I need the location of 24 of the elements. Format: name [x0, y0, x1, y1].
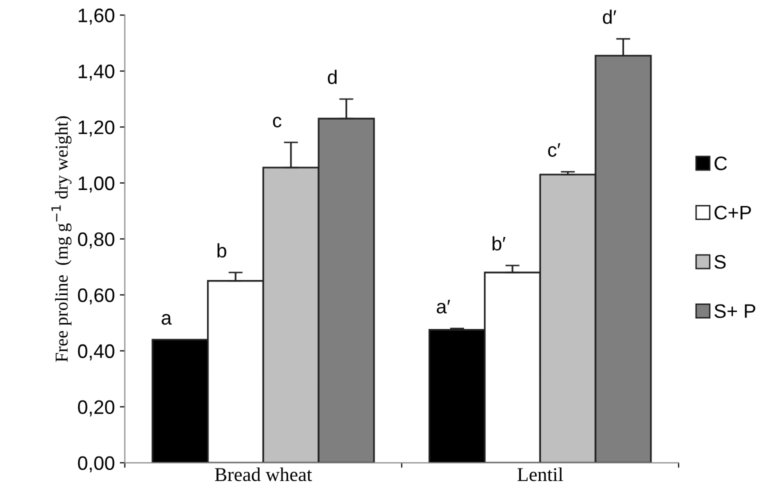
legend-label: S+ P — [714, 304, 756, 318]
x-tick-label: Lentil — [517, 467, 563, 482]
y-tick-label: 0,60 — [78, 288, 114, 304]
x-tick-label: Bread wheat — [214, 467, 312, 482]
y-tick-label: 0,80 — [78, 232, 114, 248]
y-tick-label: 1,20 — [78, 120, 114, 137]
annotation: d′ — [602, 10, 616, 24]
annotation: d — [328, 70, 337, 84]
y-tick-label: 1,60 — [78, 8, 114, 25]
legend-label: C — [714, 156, 727, 170]
annotation: c′ — [548, 143, 560, 157]
y-tick-label: 0,00 — [78, 456, 114, 472]
y-axis-title: Free proline (mg g$^{−1}$ dry weight) — [51, 116, 72, 362]
y-tick-label: 0,20 — [78, 400, 114, 416]
legend-label: S — [714, 254, 726, 269]
annotation: b — [218, 243, 226, 258]
legend-label: C+P — [714, 206, 751, 220]
annotation: a′ — [436, 300, 450, 314]
y-tick-label: 1,00 — [78, 176, 114, 192]
y-tick-label: 1,40 — [78, 64, 114, 81]
annotation: c — [273, 116, 282, 128]
y-tick-label: 0,40 — [78, 344, 114, 360]
annotation: b′ — [492, 236, 506, 251]
annotation: a — [162, 314, 172, 325]
